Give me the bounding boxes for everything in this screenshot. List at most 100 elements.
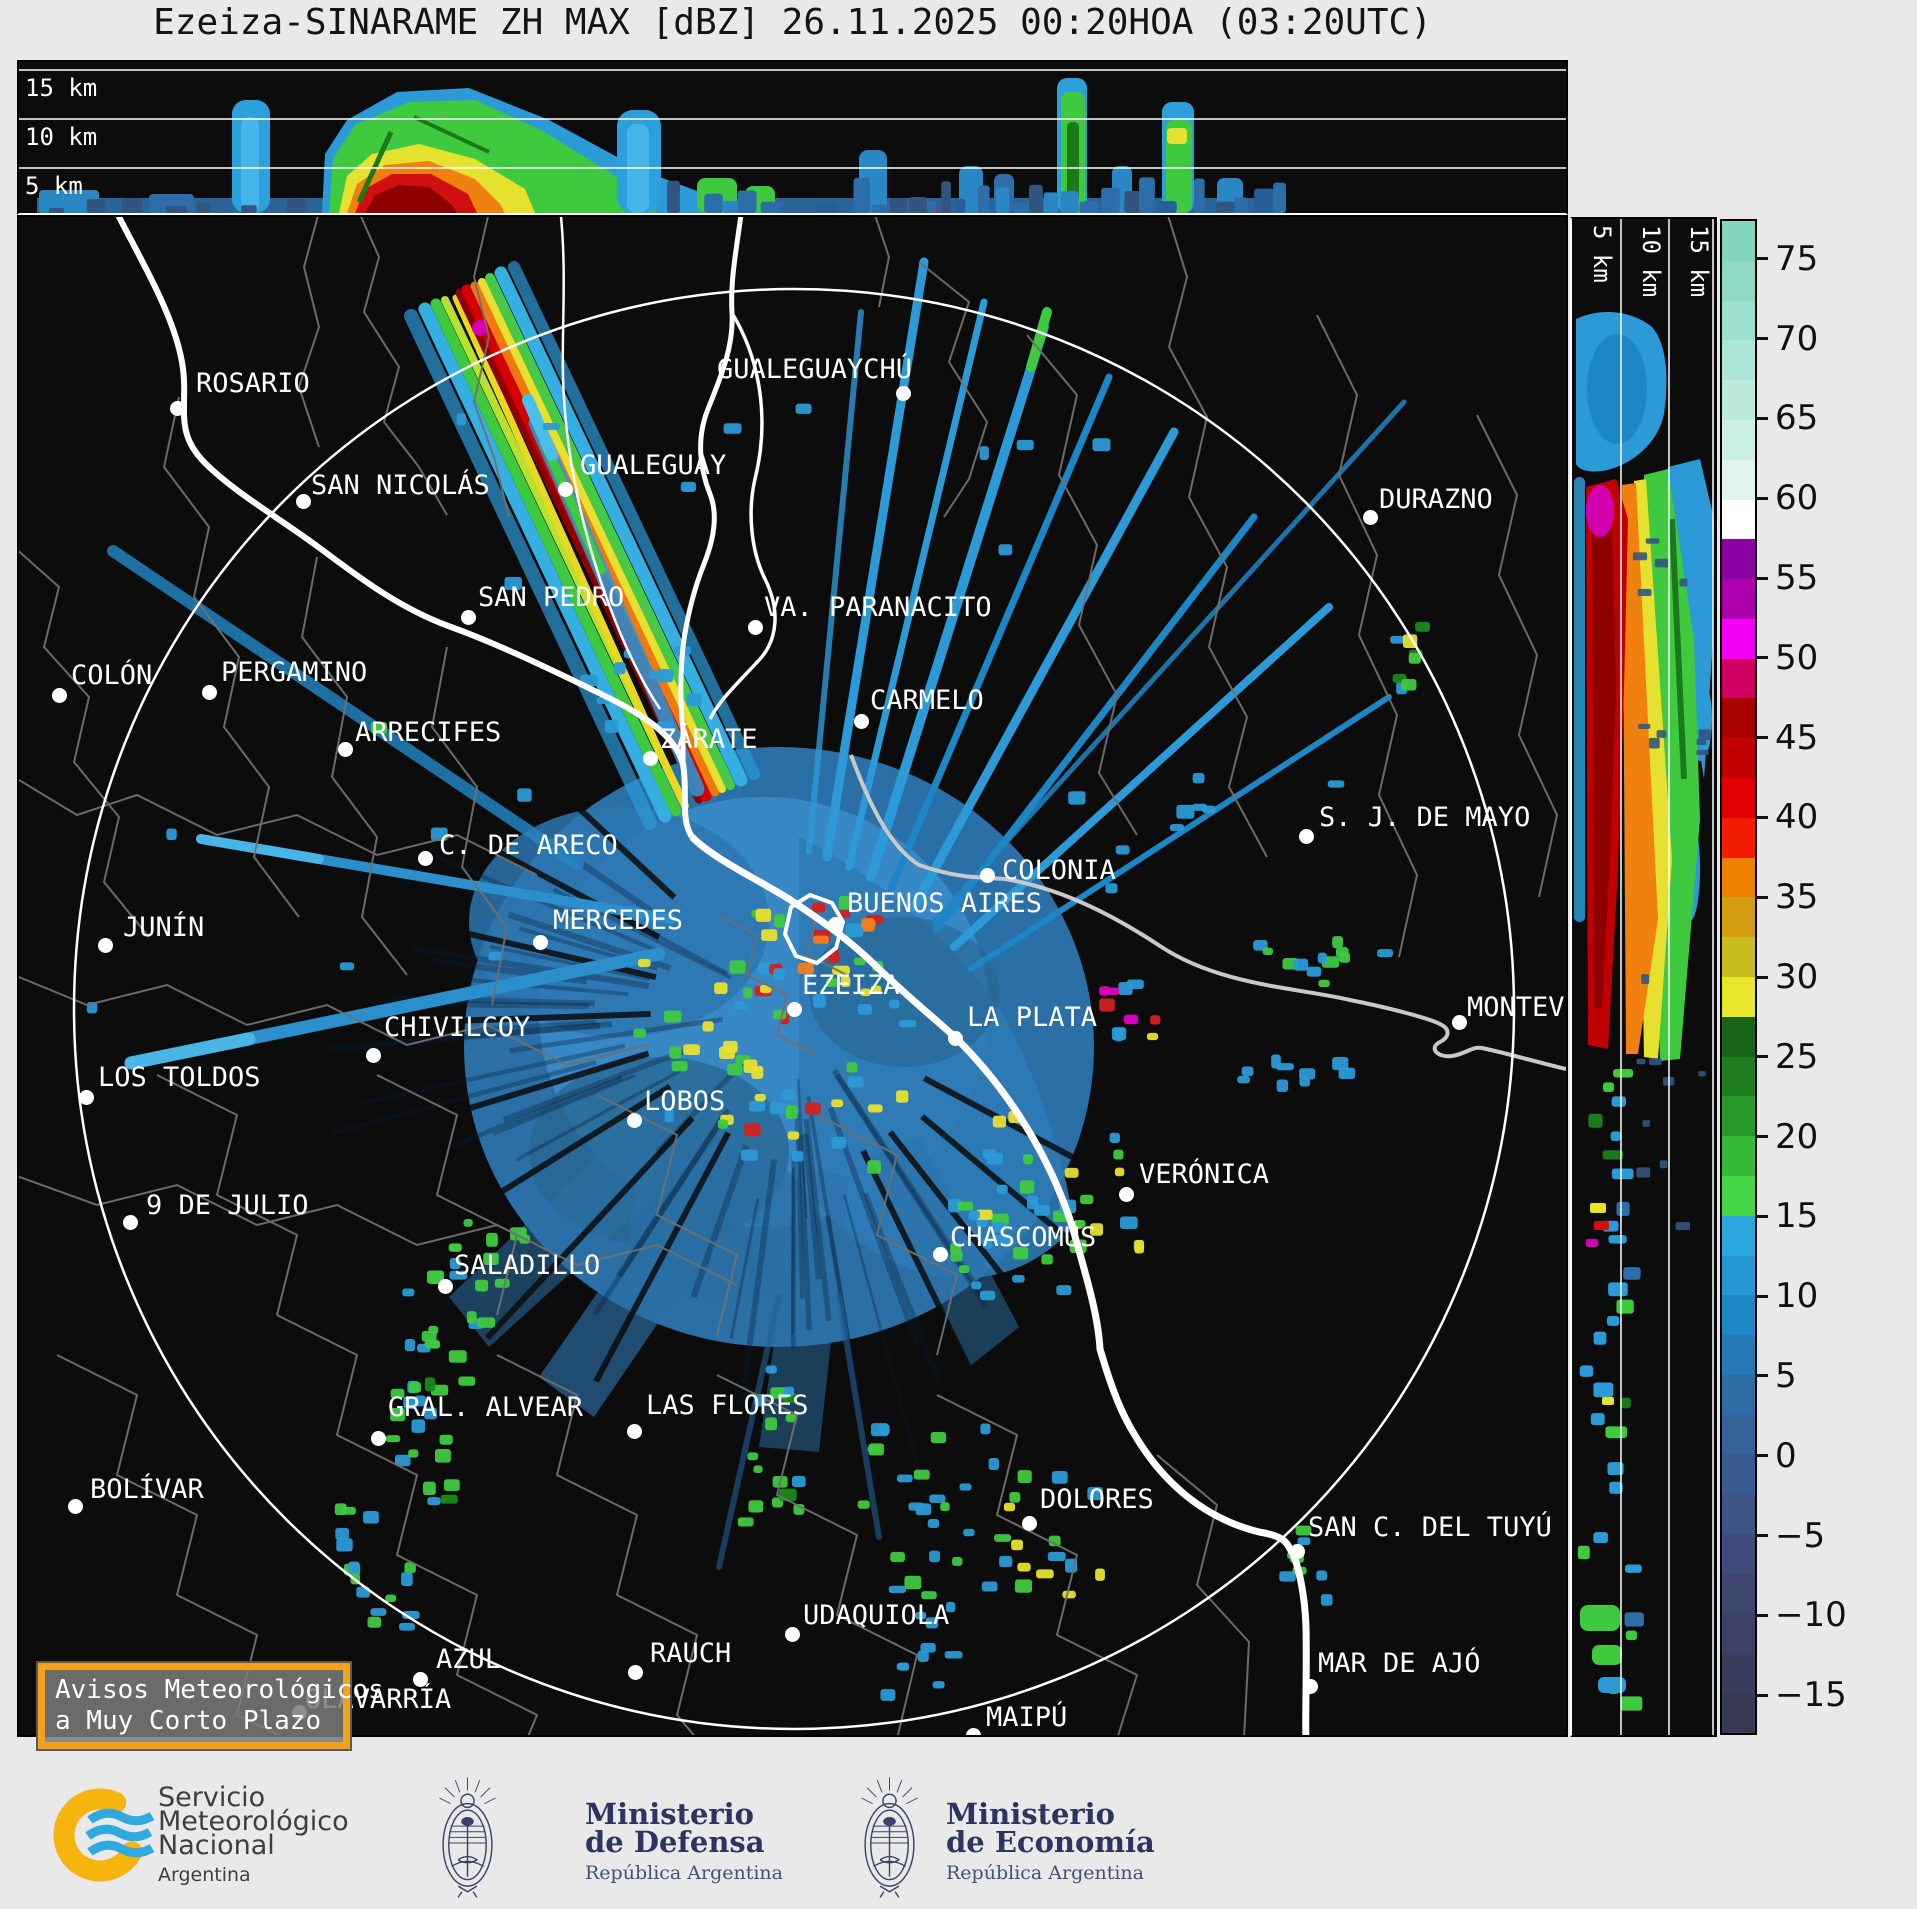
city-label: 9 DE JULIO xyxy=(146,1190,309,1221)
side-altitude-gridlines xyxy=(1620,219,1714,1735)
city-dot xyxy=(948,1031,963,1046)
colorbar-tick xyxy=(1755,1294,1768,1298)
city-dot xyxy=(627,1113,642,1128)
colorbar-band xyxy=(1722,1374,1755,1416)
colorbar-band xyxy=(1722,1295,1755,1336)
city-dot xyxy=(68,1499,83,1514)
city-dot xyxy=(854,714,869,729)
radar-echo-nw-spike xyxy=(107,261,760,870)
colorbar-tick xyxy=(1755,815,1768,819)
city-dot xyxy=(1119,1187,1134,1202)
smn-country: Argentina xyxy=(158,1864,251,1886)
city-label: COLÓN xyxy=(71,660,153,691)
city-label: MERCEDES xyxy=(553,905,684,936)
city-label: DURAZNO xyxy=(1379,484,1493,515)
colorbar-tick-label: 45 xyxy=(1775,717,1819,758)
colorbar-band xyxy=(1722,1175,1755,1217)
city-dot xyxy=(461,610,476,625)
colorbar-tick xyxy=(1755,1374,1768,1378)
colorbar-band xyxy=(1722,698,1755,739)
colorbar-band xyxy=(1722,937,1755,978)
city-dot xyxy=(1022,1516,1037,1531)
colorbar-band xyxy=(1722,1534,1755,1575)
gualeguay-river xyxy=(559,217,662,710)
colorbar-tick-label: 25 xyxy=(1775,1036,1819,1077)
colorbar-band xyxy=(1722,1454,1755,1495)
colorbar-tick-label: 5 xyxy=(1775,1355,1797,1396)
altitude-label: 15 km xyxy=(1685,225,1713,298)
colorbar-band xyxy=(1722,380,1755,421)
radar-map-graphic xyxy=(19,217,1566,1735)
city-label: JUNÍN xyxy=(123,912,205,943)
cross-section-side-graphic xyxy=(1574,219,1714,1735)
city-label: VA. PARANACITO xyxy=(764,592,992,623)
city-dot xyxy=(202,685,217,700)
city-label: CARMELO xyxy=(870,685,984,716)
city-dot xyxy=(828,917,843,932)
colorbar-tick xyxy=(1755,656,1768,660)
city-label: C. DE ARECO xyxy=(439,830,618,861)
colorbar-band xyxy=(1722,1016,1755,1058)
colorbar-tick xyxy=(1755,1693,1768,1697)
colorbar-band xyxy=(1722,1653,1755,1694)
colorbar-band xyxy=(1722,738,1755,779)
colorbar-tick xyxy=(1755,496,1768,500)
city-label: CHIVILCOY xyxy=(384,1012,531,1043)
city-label: GUALEGUAY xyxy=(580,450,727,481)
colorbar-band xyxy=(1722,1613,1755,1654)
ministry-defensa-wordmark: Ministerio de Defensa República Argentin… xyxy=(585,1797,783,1885)
city-dot xyxy=(1299,829,1314,844)
colorbar-tick xyxy=(1755,895,1768,899)
colorbar-band xyxy=(1722,778,1755,819)
city-dot xyxy=(296,494,311,509)
city-label: MONTEVIDEO xyxy=(1467,992,1566,1023)
top-altitude-gridlines xyxy=(19,69,1566,169)
colorbar-band xyxy=(1722,1136,1755,1177)
altitude-label: 5 km xyxy=(25,172,83,200)
colorbar-band xyxy=(1722,579,1755,620)
city-label: LOBOS xyxy=(644,1086,726,1117)
colorbar-tick-label: 35 xyxy=(1775,877,1819,918)
city-label: EZEIZA xyxy=(802,970,900,1001)
city-dot xyxy=(418,851,433,866)
colorbar-tick xyxy=(1755,1214,1768,1218)
smn-logo xyxy=(53,1788,155,1882)
colorbar-tick xyxy=(1755,1135,1768,1139)
altitude-label: 10 km xyxy=(1637,225,1665,298)
colorbar-tick xyxy=(1755,1613,1768,1617)
city-dot xyxy=(643,751,658,766)
city-label: SAN PEDRO xyxy=(478,582,625,613)
altitude-label: 5 km xyxy=(1588,225,1616,283)
alert-line-1: Avisos Meteorológicos xyxy=(55,1675,384,1705)
city-label: RAUCH xyxy=(650,1638,732,1669)
city-label: UDAQUIOLA xyxy=(803,1600,950,1631)
colorbar-tick-label: 70 xyxy=(1775,318,1819,359)
colorbar-tick-label: 10 xyxy=(1775,1276,1819,1317)
city-label: LAS FLORES xyxy=(646,1390,809,1421)
city-label: PERGAMINO xyxy=(221,657,368,688)
city-dot xyxy=(338,742,353,757)
colorbar-tick-label: 30 xyxy=(1775,957,1819,997)
city-label: AZUL xyxy=(436,1644,502,1675)
city-dot xyxy=(1363,510,1378,525)
city-dot xyxy=(366,1048,381,1063)
colorbar-band xyxy=(1722,1693,1755,1733)
colorbar-band xyxy=(1722,221,1755,262)
range-ring xyxy=(72,287,1516,1731)
colorbar-band xyxy=(1722,459,1755,501)
colorbar-band xyxy=(1722,618,1755,660)
city-dot xyxy=(413,1672,428,1687)
colorbar-band xyxy=(1722,658,1755,699)
colorbar-tick-label: 20 xyxy=(1775,1116,1819,1157)
city-dot xyxy=(980,868,995,883)
colorbar-tick-label: 55 xyxy=(1775,558,1819,599)
colorbar-band xyxy=(1722,419,1755,461)
city-label: S. J. DE MAYO xyxy=(1319,802,1531,833)
top-echoes xyxy=(37,78,1286,213)
colorbar-tick-label: −5 xyxy=(1775,1515,1826,1556)
altitude-label: 15 km xyxy=(25,74,98,102)
city-label: MAIPÚ xyxy=(986,1702,1068,1733)
colorbar-tick-label: 60 xyxy=(1775,478,1819,519)
city-dot xyxy=(1452,1015,1467,1030)
short-term-warnings-button[interactable]: Avisos Meteorológicos a Muy Corto Plazo xyxy=(38,1663,384,1749)
